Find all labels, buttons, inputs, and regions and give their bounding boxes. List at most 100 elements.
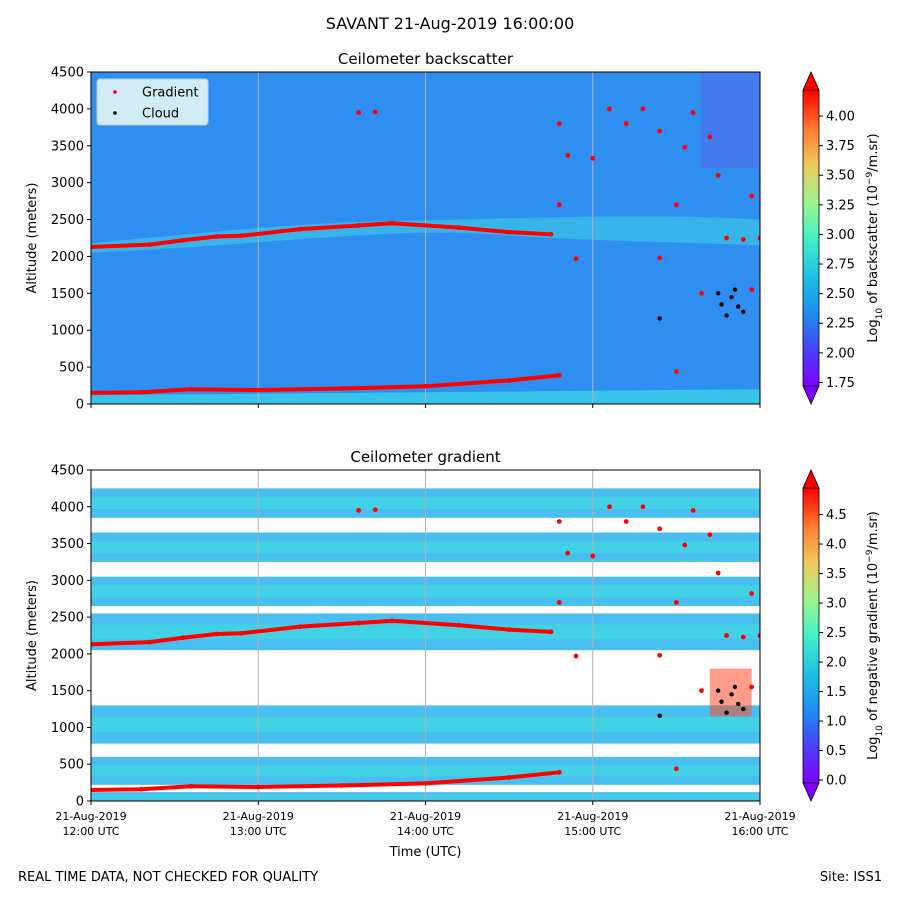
backscatter-gradient-point <box>657 255 663 261</box>
backscatter-panel: Ceilometer backscatter 0 500 1000 1500 2000 25… <box>25 50 885 413</box>
gradient-cloud-point <box>719 699 724 704</box>
backscatter-colorbar-tick-label: 2.75 <box>826 258 855 273</box>
backscatter-colorbar-tick-label: 1.75 <box>826 376 855 391</box>
backscatter-ytick-label: 4000 <box>51 102 84 117</box>
gradient-ytick-label: 3000 <box>51 574 84 589</box>
backscatter-colorbar <box>802 89 820 387</box>
gradient-colorbar-tick-label: 1.5 <box>826 685 847 700</box>
xtick-label-time: 13:00 UTC <box>230 825 287 838</box>
backscatter-gradient-point <box>356 223 361 228</box>
backscatter-gradient-point <box>214 234 219 239</box>
gradient-colorbar-tick-label: 0.5 <box>826 744 847 759</box>
backscatter-gradient-point <box>188 386 194 392</box>
gradient-ytick-label: 2500 <box>51 611 84 626</box>
gradient-ytick-label: 2000 <box>51 647 84 662</box>
backscatter-gradient-point <box>297 226 303 232</box>
gradient-gradient-point <box>180 635 186 641</box>
gradient-gradient-point <box>749 684 755 690</box>
backscatter-colorbar-tick-label: 2.00 <box>826 346 855 361</box>
gradient-gradient-point <box>573 653 579 659</box>
backscatter-cloud-point <box>657 316 662 321</box>
backscatter-colorbar-tick-label: 3.25 <box>826 198 855 213</box>
backscatter-gradient-point <box>91 244 94 250</box>
gradient-cloud-point <box>741 706 746 712</box>
xtick-label-date: 21-Aug-2019 <box>390 810 461 823</box>
gradient-gradient-point <box>657 526 663 532</box>
xtick-label-time: 15:00 UTC <box>564 825 621 838</box>
gradient-colorbar-tick-label: 0.0 <box>826 774 847 789</box>
backscatter-gradient-point <box>673 202 679 208</box>
backscatter-ytick-label: 1000 <box>51 324 84 339</box>
gradient-gradient-point <box>255 784 261 790</box>
backscatter-ylabel: Altitude (meters) <box>25 183 40 294</box>
backscatter-gradient-point <box>389 220 395 226</box>
backscatter-colorbar-label: Log10 of backscatter (10−9/m.sr) <box>865 133 885 342</box>
gradient-gradient-point <box>91 641 94 647</box>
gradient-gradient-point <box>673 766 679 772</box>
backscatter-ytick-label: 1500 <box>51 287 84 302</box>
backscatter-cloud-point <box>715 291 721 296</box>
backscatter-gradient-point <box>339 386 345 391</box>
backscatter-title: Ceilometer backscatter <box>338 50 514 68</box>
backscatter-gradient-point <box>255 387 261 393</box>
backscatter-gradient-point <box>757 235 760 241</box>
backscatter-colorbar-tick-label: 4.00 <box>826 110 855 125</box>
gradient-colorbar-tick-label: 4.5 <box>826 508 847 523</box>
gradient-cloud-point <box>715 688 721 693</box>
gradient-gradient-point <box>707 532 713 538</box>
legend-box <box>96 78 209 126</box>
gradient-ytick-label: 1500 <box>51 684 84 699</box>
gradient-gradient-point <box>556 519 562 524</box>
gradient-gradient-point <box>690 508 696 513</box>
backscatter-colorbar-tick-label: 3.50 <box>826 169 855 184</box>
backscatter-series-line <box>91 373 562 395</box>
gradient-cloud-point <box>732 684 738 690</box>
gradient-gradient-point <box>715 570 721 576</box>
gradient-gradient-point <box>372 507 378 513</box>
backscatter-ytick-label: 2000 <box>51 250 84 265</box>
backscatter-colorbar-tick-label: 3.00 <box>826 228 855 243</box>
gradient-colorbar-tick-label: 2.5 <box>826 626 847 641</box>
backscatter-colorbar-max-arrow <box>802 71 820 91</box>
gradient-ytick-label: 1000 <box>51 721 84 736</box>
backscatter-gradient-point <box>690 110 696 115</box>
backscatter-ytick-label: 2500 <box>51 213 84 228</box>
backscatter-cloud-point <box>719 302 724 307</box>
backscatter-gradient-point <box>556 372 562 378</box>
backscatter-gradient-point <box>740 237 746 242</box>
backscatter-cloud-point <box>724 313 729 318</box>
backscatter-cloud-point <box>732 287 738 292</box>
gradient-gradient-point <box>506 775 512 780</box>
gradient-colorbar-tick-label: 4.0 <box>826 538 847 553</box>
gradient-colorbar-tick-label: 3.5 <box>826 567 847 582</box>
backscatter-cloud-point <box>736 304 741 309</box>
xtick-label-time: 12:00 UTC <box>62 825 119 838</box>
legend-label-cloud: Cloud <box>142 107 179 122</box>
gradient-gradient-point <box>548 629 554 635</box>
gradient-title: Ceilometer gradient <box>350 448 500 466</box>
backscatter-gradient-point <box>356 110 361 115</box>
legend-marker-gradient <box>113 90 117 94</box>
backscatter-ytick-label: 3500 <box>51 139 84 154</box>
gradient-gradient-point <box>590 553 596 559</box>
gradient-gradient-point <box>456 622 462 628</box>
gradient-gradient-point <box>699 688 704 694</box>
backscatter-gradient-point <box>548 231 554 237</box>
xtick-label-date: 21-Aug-2019 <box>55 810 126 823</box>
gradient-colorbar-max-arrow <box>802 469 820 489</box>
backscatter-gradient-point <box>91 390 94 396</box>
gradient-gradient-point <box>214 631 219 637</box>
backscatter-gradient-point <box>147 242 152 248</box>
gradient-gradient-point <box>423 780 428 786</box>
gradient-gradient-point <box>297 624 303 630</box>
backscatter-gradient-point <box>640 106 646 112</box>
backscatter-gradient-point <box>565 152 571 158</box>
gradient-gradient-point <box>147 639 152 645</box>
backscatter-gradient-point <box>623 121 629 127</box>
gradient-gradient-point <box>239 630 244 636</box>
backscatter-gradient-point <box>749 287 755 293</box>
gradient-ytick-label: 500 <box>59 758 84 773</box>
gradient-ytick-label: 4000 <box>51 500 84 515</box>
gradient-cloud-point <box>657 713 662 718</box>
xtick-label-date: 21-Aug-2019 <box>557 810 628 823</box>
